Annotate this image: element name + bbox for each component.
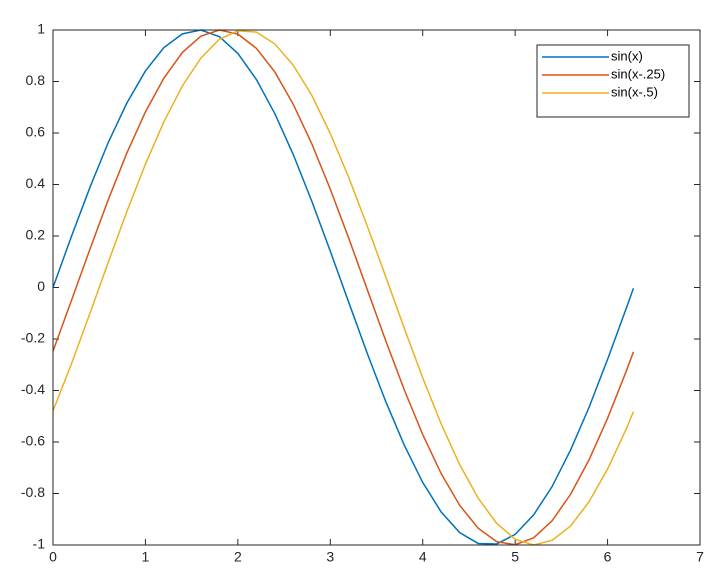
x-tick-label: 5 bbox=[511, 549, 519, 565]
y-tick-label: 1 bbox=[37, 21, 45, 37]
axes-box bbox=[52, 29, 701, 546]
x-tick-label: 0 bbox=[49, 549, 57, 565]
legend-label: sin(x) bbox=[611, 48, 643, 63]
x-tick-label: 1 bbox=[142, 549, 150, 565]
legend-label: sin(x-.25) bbox=[611, 66, 665, 81]
x-tick-label: 2 bbox=[234, 549, 242, 565]
y-tick-label: -0.8 bbox=[21, 484, 45, 500]
y-tick-label: 0.8 bbox=[26, 72, 46, 88]
x-tick-label: 4 bbox=[419, 549, 427, 565]
y-tick-label: 0 bbox=[37, 278, 45, 294]
line bbox=[52, 29, 635, 546]
line bbox=[52, 30, 635, 546]
y-tick-label: -0.4 bbox=[21, 381, 45, 397]
line bbox=[52, 29, 635, 545]
y-tick-label: -0.2 bbox=[21, 330, 45, 346]
y-tick-label: -1 bbox=[33, 536, 46, 552]
x-tick-label: 3 bbox=[326, 549, 334, 565]
y-tick-label: 0.2 bbox=[26, 227, 46, 243]
legend: sin(x) sin(x-.25) sin(x-.5) bbox=[536, 44, 690, 118]
y-tick-label: 0.6 bbox=[26, 124, 46, 140]
x-tick-label: 7 bbox=[696, 549, 704, 565]
y-tick-label: 0.4 bbox=[26, 175, 46, 191]
x-tick-label: 6 bbox=[604, 549, 612, 565]
legend-label: sin(x-.5) bbox=[611, 84, 658, 99]
y-tick-label: -0.6 bbox=[21, 433, 45, 449]
